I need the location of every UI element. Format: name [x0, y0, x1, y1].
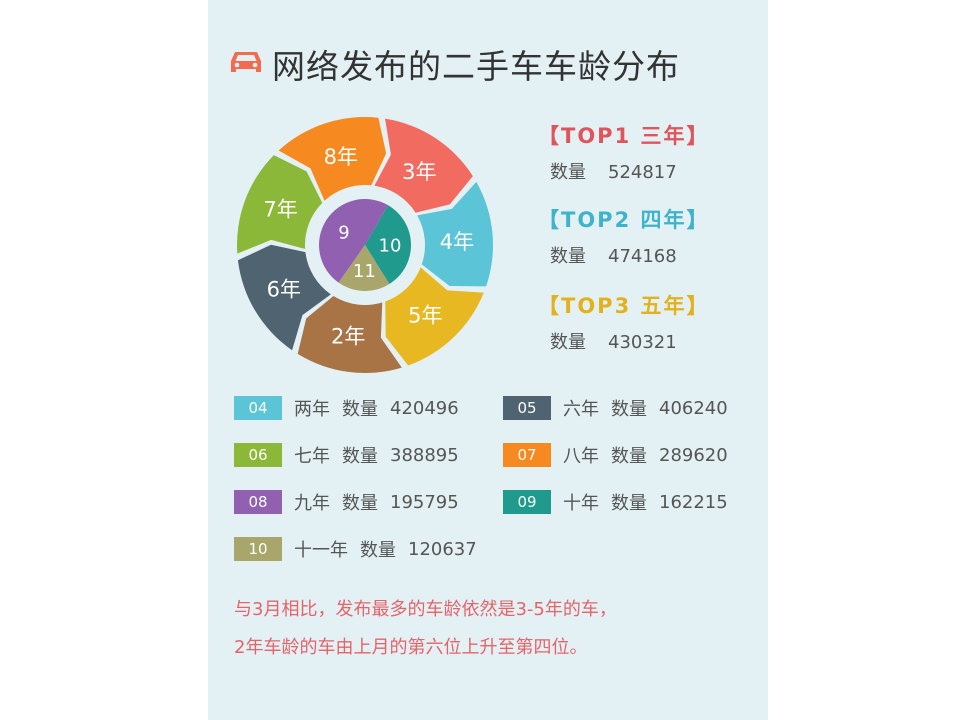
center-slice — [365, 205, 411, 285]
center-label: 10 — [379, 236, 402, 257]
count-value: 430321 — [608, 332, 677, 353]
ring-label: 7年 — [263, 198, 297, 222]
legend-code-badge: 10 — [234, 537, 282, 561]
legend-code-badge: 04 — [234, 396, 282, 420]
legend-item: 07 八年 数量 289620 — [503, 442, 728, 468]
legend-name: 六年 — [563, 399, 599, 420]
legend-code-badge: 05 — [503, 396, 551, 420]
legend-count-label: 数量 — [611, 446, 647, 467]
legend-name: 十年 — [563, 493, 599, 514]
legend-count: 120637 — [408, 538, 477, 560]
note-line-1: 与3月相比，发布最多的车龄依然是3-5年的车， — [234, 599, 617, 620]
center-label: 9 — [338, 223, 349, 244]
ring-label: 4年 — [440, 230, 474, 254]
count-value: 474168 — [608, 246, 677, 267]
legend-count-label: 数量 — [360, 540, 396, 561]
legend-code-badge: 09 — [503, 490, 551, 514]
legend-item: 10 十一年 数量 120637 — [234, 536, 477, 562]
legend-name: 七年 — [294, 446, 330, 467]
legend-count: 388895 — [390, 444, 459, 466]
ring-label: 2年 — [331, 324, 365, 348]
legend-name: 九年 — [294, 493, 330, 514]
legend-code-badge: 07 — [503, 443, 551, 467]
top-rank-count: 数量 474168 — [550, 242, 677, 268]
legend-count: 420496 — [390, 397, 459, 419]
center-label: 11 — [353, 261, 376, 282]
ring-segment — [374, 118, 473, 213]
legend-count-label: 数量 — [611, 399, 647, 420]
legend-name: 两年 — [294, 399, 330, 420]
count-value: 524817 — [608, 162, 677, 183]
center-slice — [338, 245, 390, 291]
ring-segment — [278, 117, 387, 201]
legend-item: 08 九年 数量 195795 — [234, 489, 459, 515]
car-icon — [231, 52, 261, 72]
ring-segment — [417, 181, 493, 287]
top-rank-count: 数量 524817 — [550, 158, 677, 184]
count-label: 数量 — [550, 162, 586, 183]
ring-label: 6年 — [267, 277, 301, 301]
ring-label: 3年 — [402, 160, 436, 184]
legend-code-badge: 06 — [234, 443, 282, 467]
legend-count: 406240 — [659, 397, 728, 419]
top-rank-label: 【TOP1 三年】 — [538, 124, 710, 148]
ring-label: 5年 — [408, 304, 442, 328]
legend-item: 05 六年 数量 406240 — [503, 395, 728, 421]
page-title: 网络发布的二手车车龄分布 — [272, 47, 680, 86]
infographic-panel — [208, 0, 768, 720]
legend-count-label: 数量 — [611, 493, 647, 514]
legend-count-label: 数量 — [342, 493, 378, 514]
note-line-2: 2年车龄的车由上月的第六位上升至第四位。 — [234, 637, 588, 658]
legend-item: 06 七年 数量 388895 — [234, 442, 459, 468]
top-rank-label: 【TOP3 五年】 — [538, 294, 710, 318]
ring-segment — [385, 267, 484, 366]
legend-code-badge: 08 — [234, 490, 282, 514]
legend-item: 04 两年 数量 420496 — [234, 395, 459, 421]
top-rank-count: 数量 430321 — [550, 328, 677, 354]
ring-segment — [237, 244, 331, 351]
legend-count-label: 数量 — [342, 399, 378, 420]
ring-segment — [297, 296, 402, 373]
legend-name: 八年 — [563, 446, 599, 467]
ring-label: 8年 — [324, 145, 358, 169]
center-slice — [318, 198, 388, 283]
top-rank-label: 【TOP2 四年】 — [538, 208, 710, 232]
legend-item: 09 十年 数量 162215 — [503, 489, 728, 515]
count-label: 数量 — [550, 332, 586, 353]
legend-name: 十一年 — [294, 540, 348, 561]
count-label: 数量 — [550, 246, 586, 267]
legend-count: 162215 — [659, 491, 728, 513]
ring-segment — [237, 155, 323, 254]
legend-count: 289620 — [659, 444, 728, 466]
legend-count-label: 数量 — [342, 446, 378, 467]
legend-count: 195795 — [390, 491, 459, 513]
